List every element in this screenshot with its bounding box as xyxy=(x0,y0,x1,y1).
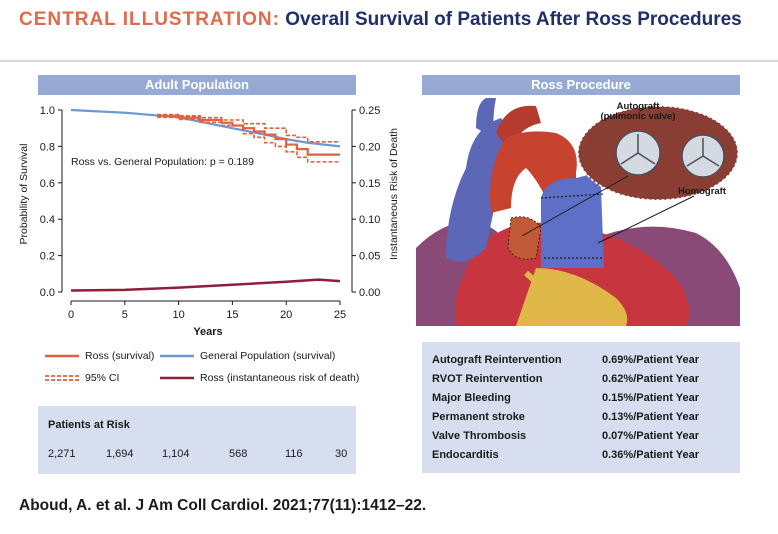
stat-label: RVOT Reintervention xyxy=(432,373,543,385)
legend-label: 95% CI xyxy=(85,372,120,384)
y-right-tick-label: 0.10 xyxy=(359,214,380,226)
y-right-tick-label: 0.15 xyxy=(359,178,380,190)
stat-label: Major Bleeding xyxy=(432,392,511,404)
autograft-root xyxy=(507,216,542,260)
risk-count-year-25: 30 xyxy=(335,448,348,460)
illustration-label: CENTRAL ILLUSTRATION: xyxy=(19,9,280,30)
stat-row: Valve Thrombosis 0.07%/Patient Year xyxy=(422,430,740,448)
vena-cava xyxy=(446,118,510,262)
series-ross-ci-upper xyxy=(157,113,340,143)
y-left-tick-label: 0.0 xyxy=(40,287,55,299)
legend-swatch-risk xyxy=(160,376,194,380)
y-left-tick-label: 0.6 xyxy=(40,178,55,190)
adult-population-title: Adult Population xyxy=(38,75,356,95)
x-tick-label: 0 xyxy=(68,309,74,321)
suture-line-top xyxy=(540,193,605,199)
page-title: CENTRAL ILLUSTRATION: Overall Survival o… xyxy=(19,9,759,31)
legend-label: General Population (survival) xyxy=(200,350,336,362)
legend-swatch-ci xyxy=(45,375,79,381)
stat-value: 0.62%/Patient Year xyxy=(602,373,700,385)
illustration-title: Overall Survival of Patients After Ross … xyxy=(285,9,742,30)
legend-item-ross-risk: Ross (instantaneous risk of death) xyxy=(160,372,359,384)
stat-label: Autograft Reintervention xyxy=(432,354,562,366)
y-left-tick-label: 1.0 xyxy=(40,105,55,117)
stat-row: Autograft Reintervention 0.69%/Patient Y… xyxy=(422,354,740,372)
stat-label: Permanent stroke xyxy=(432,411,525,423)
autograft-sublabel: (pulmonic valve) xyxy=(601,111,676,122)
survival-chart: 0 5 10 15 20 25 0.0 0.2 0.4 0.6 0.8 1.0 0.00 0.05 0.10… xyxy=(18,105,400,338)
y-left-tick-label: 0.8 xyxy=(40,141,55,153)
y-right-tick-label: 0.05 xyxy=(359,251,380,263)
stat-row: Permanent stroke 0.13%/Patient Year xyxy=(422,411,740,429)
stat-label: Valve Thrombosis xyxy=(432,430,527,442)
chart-axes: 0 5 10 15 20 25 0.0 0.2 0.4 0.6 0.8 1.0 0.00 0.05 0.10… xyxy=(40,105,381,321)
chart-legend: Ross (survival) General Population (surv… xyxy=(45,350,385,390)
stat-value: 0.07%/Patient Year xyxy=(602,430,700,442)
y-left-tick-label: 0.4 xyxy=(40,214,55,226)
x-tick-label: 25 xyxy=(334,309,346,321)
homograft-vessel xyxy=(541,173,604,268)
series-ross-risk-of-death xyxy=(70,278,341,292)
series-ross-ci-lower xyxy=(157,116,340,163)
autograft-label: Autograft xyxy=(617,101,661,112)
chart-annotation: Ross vs. General Population: p = 0.189 xyxy=(71,156,254,168)
homograft-pointer xyxy=(597,195,695,244)
header: CENTRAL ILLUSTRATION: Overall Survival o… xyxy=(0,0,778,58)
x-tick-label: 20 xyxy=(280,309,292,321)
legend-item-ci: 95% CI xyxy=(45,372,119,384)
legend-label: Ross (survival) xyxy=(85,350,155,362)
legend-label: Ross (instantaneous risk of death) xyxy=(200,372,360,384)
y-right-tick-label: 0.25 xyxy=(359,105,380,117)
stat-value: 0.15%/Patient Year xyxy=(602,392,700,404)
legend-item-ross-survival: Ross (survival) xyxy=(45,350,154,362)
stat-value: 0.36%/Patient Year xyxy=(602,449,700,461)
ross-procedure-title: Ross Procedure xyxy=(422,75,740,95)
y-right-tick-label: 0.00 xyxy=(359,287,380,299)
y-right-tick-label: 0.20 xyxy=(359,141,380,153)
series-ross-survival xyxy=(157,114,340,156)
heart-illustration: Autograft (pulmonic valve) Homograft xyxy=(416,98,740,326)
patients-at-risk-title: Patients at Risk xyxy=(48,419,130,431)
y-axis-right-label: Instantaneous Risk of Death xyxy=(388,128,400,260)
legend-swatch-ross xyxy=(45,354,79,358)
risk-count-year-15: 568 xyxy=(229,448,248,460)
header-divider xyxy=(0,60,778,62)
risk-count-year-10: 1,104 xyxy=(162,448,190,460)
fat-tissue xyxy=(516,268,628,326)
stat-row: Major Bleeding 0.15%/Patient Year xyxy=(422,392,740,410)
autograft-pointer xyxy=(521,175,629,237)
stat-row: Endocarditis 0.36%/Patient Year xyxy=(422,449,740,467)
legend-swatch-general xyxy=(160,354,194,358)
patients-at-risk-table: Patients at Risk 2,271 1,694 1,104 568 1… xyxy=(38,406,356,474)
series-general-population-survival xyxy=(70,108,341,148)
stat-value: 0.13%/Patient Year xyxy=(602,411,700,423)
citation: Aboud, A. et al. J Am Coll Cardiol. 2021… xyxy=(19,497,427,514)
risk-count-year-20: 116 xyxy=(285,448,303,460)
x-axis-label: Years xyxy=(193,326,222,338)
y-left-tick-label: 0.2 xyxy=(40,251,55,263)
legend-item-general-survival: General Population (survival) xyxy=(160,350,335,362)
x-tick-label: 10 xyxy=(172,309,184,321)
homograft-label: Homograft xyxy=(678,186,727,197)
chart-marks xyxy=(70,108,341,292)
risk-count-year-0: 2,271 xyxy=(48,448,76,460)
complication-rates-table: Autograft Reintervention 0.69%/Patient Y… xyxy=(422,342,740,473)
stat-value: 0.69%/Patient Year xyxy=(602,354,700,366)
y-axis-left-label: Probability of Survival xyxy=(18,144,30,245)
coronary-vessel xyxy=(524,270,569,326)
x-tick-label: 15 xyxy=(226,309,238,321)
x-tick-label: 5 xyxy=(122,309,128,321)
stat-row: RVOT Reintervention 0.62%/Patient Year xyxy=(422,373,740,391)
risk-count-year-5: 1,694 xyxy=(106,448,134,460)
stat-label: Endocarditis xyxy=(432,449,499,461)
